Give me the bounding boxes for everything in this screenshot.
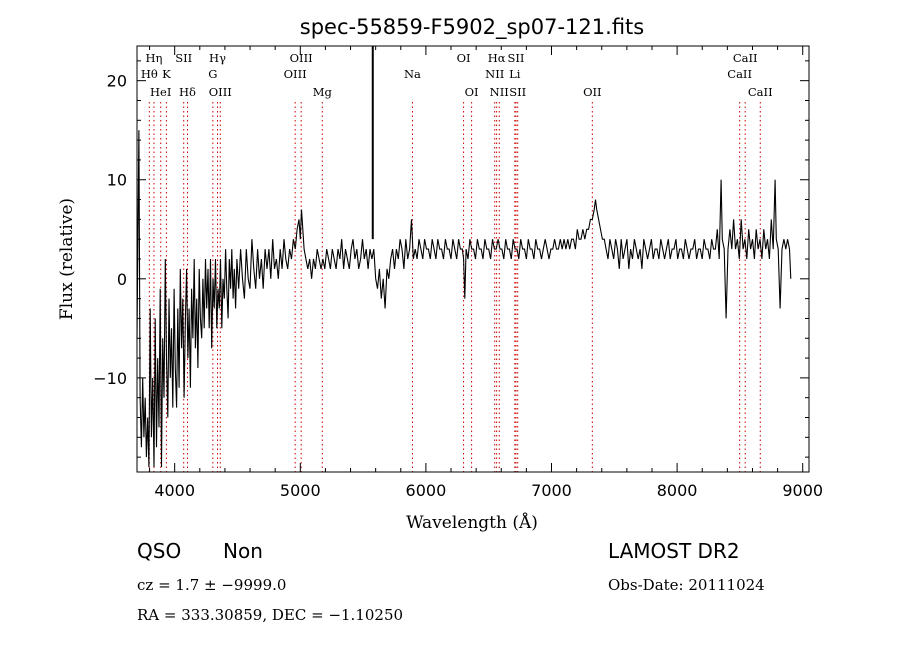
emission-label: CaII — [733, 51, 758, 65]
emission-label: Hδ — [179, 85, 196, 99]
emission-label: NII — [490, 85, 509, 99]
emission-label: Li — [509, 67, 521, 81]
emission-label: OIII — [209, 85, 232, 99]
object-subclass: Non — [223, 539, 263, 563]
emission-label: HeI — [150, 85, 171, 99]
y-axis-label: Flux (relative) — [57, 198, 77, 320]
emission-label: Na — [404, 67, 421, 81]
x-tick-label: 9000 — [782, 481, 823, 500]
y-tick-label: −10 — [93, 369, 127, 388]
spectrum-line — [136, 130, 792, 468]
redshift-text: cz = 1.7 ± −9999.0 — [137, 576, 286, 594]
emission-label: K — [162, 67, 171, 81]
emission-label: CaII — [727, 67, 752, 81]
emission-label: OIII — [290, 51, 313, 65]
x-tick-label: 6000 — [406, 481, 447, 500]
y-tick-label: 10 — [107, 171, 127, 190]
emission-label: NII — [485, 67, 504, 81]
plot-frame — [136, 45, 810, 473]
emission-label: OII — [583, 85, 602, 99]
x-tick-label: 4000 — [154, 481, 195, 500]
x-tick-label: 7000 — [531, 481, 572, 500]
ra-dec-text: RA = 333.30859, DEC = −1.10250 — [137, 606, 403, 624]
emission-label: Hα — [488, 51, 506, 65]
emission-label: Mg — [313, 85, 333, 99]
emission-label: Hγ — [209, 51, 226, 65]
x-tick-label: 5000 — [280, 481, 321, 500]
y-axis-ticks: −10 0 10 20 — [93, 60, 809, 458]
x-axis-label: Wavelength (Å) — [406, 512, 538, 533]
obs-date-text: Obs-Date: 20111024 — [608, 576, 765, 594]
object-class: QSO — [137, 539, 181, 563]
survey-name: LAMOST DR2 — [608, 539, 740, 563]
emission-label: OIII — [284, 67, 307, 81]
emission-label: Hη — [145, 51, 162, 65]
emission-label: SII — [509, 85, 526, 99]
x-axis-ticks: 4000 5000 6000 7000 8000 9000 — [149, 46, 823, 500]
emission-label: SII — [507, 51, 524, 65]
y-tick-label: 0 — [117, 270, 127, 289]
emission-label: CaII — [748, 85, 773, 99]
y-tick-label: 20 — [107, 72, 127, 91]
chart-title: spec-55859-F5902_sp07-121.fits — [300, 15, 644, 40]
emission-line-markers — [148, 102, 761, 472]
emission-label: Hθ — [141, 67, 158, 81]
emission-line-labels: Hη Hθ K HeI SII Hδ Hγ G OIII OIII OIII Mg Na OI OI Hα NI… — [141, 51, 773, 99]
x-tick-label: 8000 — [657, 481, 698, 500]
emission-label: OI — [465, 85, 479, 99]
emission-label: OI — [457, 51, 471, 65]
emission-label: G — [208, 67, 217, 81]
emission-label: SII — [175, 51, 192, 65]
